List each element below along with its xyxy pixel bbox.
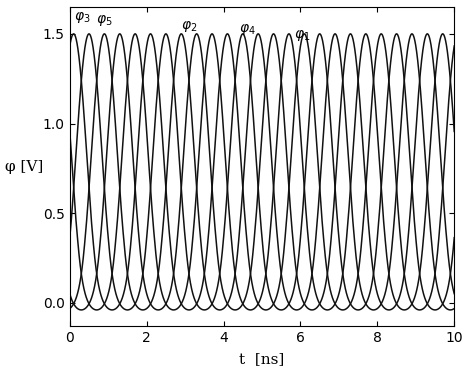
Text: $\varphi_5$: $\varphi_5$ xyxy=(96,13,112,28)
Text: $\varphi_2$: $\varphi_2$ xyxy=(181,19,198,34)
Text: $\varphi_3$: $\varphi_3$ xyxy=(74,10,90,25)
Text: $\varphi_1$: $\varphi_1$ xyxy=(294,28,310,43)
X-axis label: t  [ns]: t [ns] xyxy=(239,352,285,366)
Text: $\varphi_4$: $\varphi_4$ xyxy=(239,22,256,37)
Y-axis label: φ [V]: φ [V] xyxy=(5,160,43,173)
